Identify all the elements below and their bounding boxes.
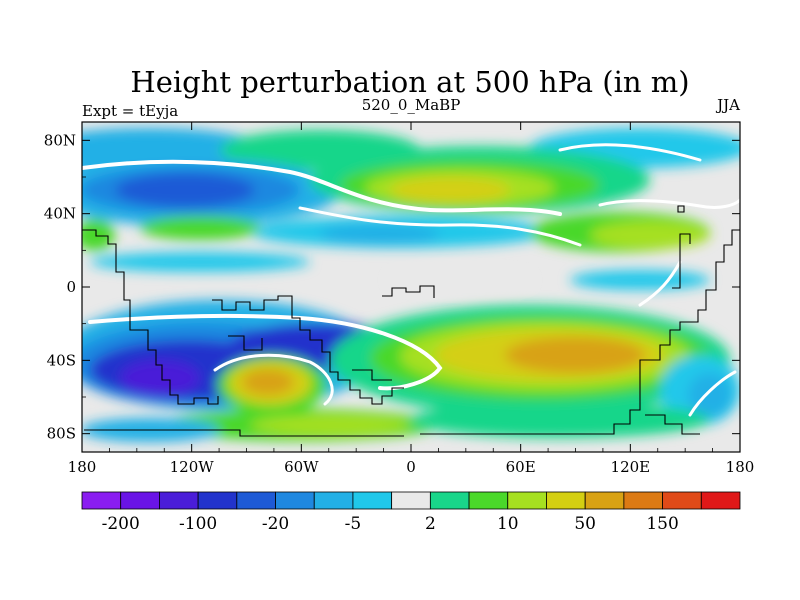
colorbar-swatch [120,491,160,510]
x-axis: 180 120W 60W 0 60E 120E 180 [68,122,755,476]
colorbar-label: -200 [102,514,140,534]
x-tick-label: 60W [284,458,319,476]
x-tick-label: 120E [611,458,651,476]
x-tick-label: 180 [68,458,97,476]
colorbar-swatch [700,491,741,510]
colorbar-swatch [623,491,663,510]
chart-title: Height perturbation at 500 hPa (in m) [130,65,689,99]
colorbar-swatch [81,491,122,510]
timeslice-label: 520_0_MaBP [362,96,461,114]
y-tick-label: 80N [44,131,76,149]
colorbar-swatch [159,491,199,510]
colorbar-swatch [197,491,238,510]
colorbar-label: 2 [425,514,436,534]
colorbar-swatch [546,491,586,510]
y-tick-label: 80S [47,425,76,443]
colorbar-swatch [352,491,393,510]
colorbar-swatch [584,491,625,510]
x-tick-label: 0 [406,458,416,476]
x-tick-label: 180 [726,458,755,476]
colorbar-swatch [391,491,431,510]
experiment-label: Expt = tEyja [82,102,178,120]
colorbar-label: -20 [262,514,289,534]
colorbar: -200 -100 -20 -5 2 10 50 150 [81,491,741,534]
y-tick-label: 40S [47,351,76,369]
colorbar-swatch [236,491,276,510]
season-label: JJA [715,96,740,114]
colorbar-swatch [507,491,547,510]
colorbar-swatch [313,491,354,510]
colorbar-swatch [429,491,470,510]
y-axis: 80N 40N 0 40S 80S [44,131,740,443]
x-tick-label: 120W [170,458,215,476]
colorbar-label: -5 [345,514,362,534]
y-tick-label: 0 [66,278,76,296]
x-tick-label: 60E [506,458,536,476]
colorbar-swatch [275,491,315,510]
colorbar-label: 50 [574,514,596,534]
colorbar-label: 150 [646,514,678,534]
height-perturbation-field [82,122,740,452]
colorbar-label: 10 [497,514,519,534]
colorbar-swatch [662,491,702,510]
y-tick-label: 40N [44,205,76,223]
colorbar-swatch [468,491,509,510]
colorbar-label: -100 [179,514,217,534]
